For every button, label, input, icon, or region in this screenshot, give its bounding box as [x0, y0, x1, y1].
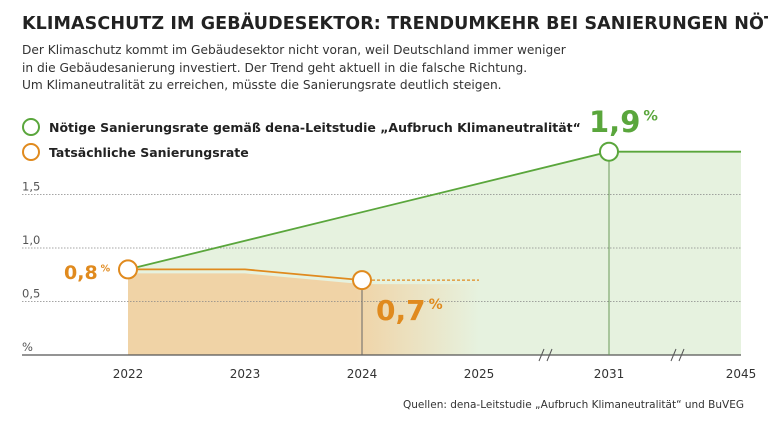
green-circle-icon: [22, 118, 40, 136]
legend-item-actual: Tatsächliche Sanierungsrate: [22, 143, 249, 161]
legend-label: Nötige Sanierungsrate gemäß dena-Leitstu…: [49, 119, 581, 135]
unit-label: %: [101, 263, 111, 274]
subtitle-line: Um Klimaneutralität zu erreichen, müsste…: [22, 78, 502, 92]
value-label: 0,7: [376, 294, 426, 327]
actual-line: [128, 268, 363, 281]
y-unit-label: %: [22, 340, 33, 354]
axis-break-icon: [538, 348, 553, 362]
source-note: Quellen: dena-Leitstudie „Aufbruch Klima…: [403, 399, 744, 411]
y-tick-label: 1,0: [22, 233, 40, 247]
axis-break-icon: [670, 348, 685, 362]
x-tick-label: 2045: [726, 367, 757, 381]
annotation-2022: 0,8%: [64, 262, 111, 284]
annotation-2031: 1,9%: [589, 105, 658, 139]
subtitle-line: Der Klimaschutz kommt im Gebäudesektor n…: [22, 43, 566, 57]
x-tick-label: 2025: [464, 367, 495, 381]
unit-label: %: [643, 108, 658, 124]
data-point-2022: [118, 259, 138, 280]
actual-area: [128, 273, 479, 355]
subtitle-line: in die Gebäudesanierung investiert. Der …: [22, 61, 528, 75]
value-label: 1,9: [589, 105, 640, 139]
y-tick-label: 1,5: [22, 180, 40, 194]
annotation-2024: 0,7%: [376, 294, 443, 327]
data-point-2024: [352, 270, 372, 291]
x-tick-label: 2024: [347, 367, 378, 381]
unit-label: %: [429, 297, 443, 313]
x-tick-label: 2031: [594, 367, 625, 381]
legend-label: Tatsächliche Sanierungsrate: [49, 144, 249, 160]
value-label: 0,8: [64, 262, 98, 284]
x-tick-label: 2022: [113, 367, 144, 381]
orange-circle-icon: [22, 143, 40, 161]
legend-item-needed: Nötige Sanierungsrate gemäß dena-Leitstu…: [22, 118, 581, 136]
y-tick-label: 0,5: [22, 287, 40, 301]
page-title: KLIMASCHUTZ IM GEBÄUDESEKTOR: TRENDUMKEH…: [22, 14, 768, 34]
x-tick-label: 2023: [230, 367, 261, 381]
data-point-2031: [599, 141, 619, 162]
